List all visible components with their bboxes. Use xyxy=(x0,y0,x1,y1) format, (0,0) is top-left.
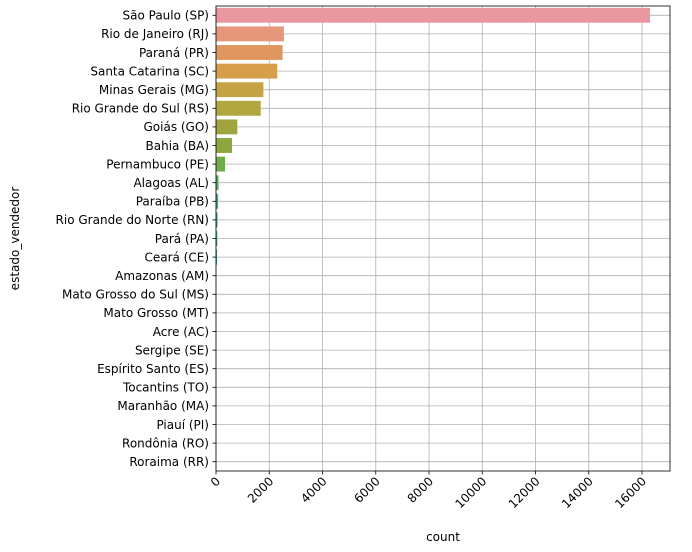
bar xyxy=(216,63,278,79)
bar xyxy=(216,100,261,116)
y-tick-label: Maranhão (MA) xyxy=(117,399,209,413)
y-tick-label: Espírito Santo (ES) xyxy=(97,362,209,376)
y-tick-label: Alagoas (AL) xyxy=(133,176,209,190)
bar xyxy=(216,212,218,228)
x-tick-label: 4000 xyxy=(298,474,329,505)
bar xyxy=(216,82,264,98)
bar xyxy=(216,193,219,209)
x-tick-label: 12000 xyxy=(506,474,543,511)
y-tick-label: Paraná (PR) xyxy=(139,46,209,60)
y-tick-labels: São Paulo (SP) Rio de Janeiro (RJ) Paraná … xyxy=(56,9,216,469)
x-tick-label: 6000 xyxy=(351,474,382,505)
bar xyxy=(216,249,218,265)
y-tick-label: Mato Grosso (MT) xyxy=(103,306,209,320)
bar xyxy=(216,45,283,60)
y-tick-label: Pernambuco (PE) xyxy=(106,157,209,171)
y-tick-label: Sergipe (SE) xyxy=(135,343,209,357)
y-tick-label: Piauí (PI) xyxy=(156,418,209,432)
y-tick-label: Roraima (RR) xyxy=(129,455,209,469)
x-axis-label: count xyxy=(426,530,460,544)
x-tick-label: 16000 xyxy=(612,474,649,511)
y-tick-label: Amazonas (AM) xyxy=(115,269,209,283)
bars xyxy=(216,7,651,265)
y-tick-label: Ceará (CE) xyxy=(144,250,209,264)
y-tick-label: Pará (PA) xyxy=(155,232,209,246)
y-tick-label: Rio Grande do Sul (RS) xyxy=(72,102,209,116)
y-tick-label: Mato Grosso do Sul (MS) xyxy=(62,288,209,302)
y-tick-label: São Paulo (SP) xyxy=(123,9,210,23)
y-tick-label: Goiás (GO) xyxy=(143,120,209,134)
x-tick-label: 14000 xyxy=(559,474,596,511)
y-tick-label: Santa Catarina (SC) xyxy=(90,64,209,78)
y-tick-label: Bahia (BA) xyxy=(146,139,210,153)
y-tick-label: Rondônia (RO) xyxy=(122,436,209,450)
y-tick-label: Paraíba (PB) xyxy=(136,195,209,209)
y-axis-label: estado_vendedor xyxy=(8,187,22,291)
y-tick-label: Acre (AC) xyxy=(153,325,209,339)
bar xyxy=(216,119,238,135)
x-tick-label: 0 xyxy=(208,474,223,489)
x-tick-label: 2000 xyxy=(245,474,276,505)
bar xyxy=(216,26,284,42)
x-tick-labels: 0 2000 4000 6000 8000 10000 12000 14000 16000 xyxy=(208,471,649,511)
y-tick-label: Rio de Janeiro (RJ) xyxy=(101,27,209,41)
y-tick-label: Minas Gerais (MG) xyxy=(99,83,209,97)
bar xyxy=(216,156,226,172)
bar xyxy=(216,231,218,246)
grid-lines xyxy=(215,6,670,471)
bar xyxy=(216,7,651,23)
x-tick-label: 8000 xyxy=(405,474,436,505)
bar xyxy=(216,138,232,153)
bar xyxy=(216,175,219,191)
y-tick-label: Tocantins (TO) xyxy=(122,381,209,395)
x-tick-label: 10000 xyxy=(452,474,489,511)
y-tick-label: Rio Grande do Norte (RN) xyxy=(56,213,209,227)
